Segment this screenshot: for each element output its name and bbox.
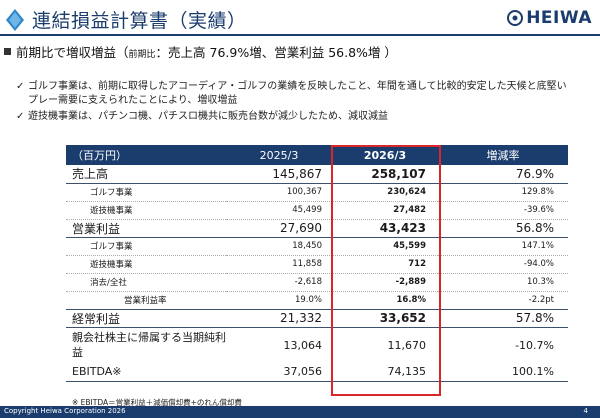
row-curr-value: -2,889 <box>332 273 438 292</box>
table-row: ゴルフ事業 100,367 230,624 129.8% <box>66 183 568 202</box>
checkmark-icon: ✓ <box>16 111 25 122</box>
page-number: 4 <box>583 407 588 415</box>
income-statement-table: （百万円） 2025/3 2026/3 増減率 売上高 145,867 258,10… <box>66 145 568 382</box>
bullet-text: 遊技機事業は、パチンコ機、パチスロ機共に販売台数が減少したため、減収減益 <box>28 111 388 122</box>
row-label: 遊技機事業 <box>66 255 226 274</box>
table-row: 遊技機事業 45,499 27,482 -39.6% <box>66 201 568 220</box>
row-label: 営業利益 <box>66 219 226 238</box>
row-change: 76.9% <box>438 165 568 184</box>
copyright: Copyright Heiwa Corporation 2026 <box>4 407 126 415</box>
row-curr-value: 712 <box>332 255 438 274</box>
table-row: 売上高 145,867 258,107 76.9% <box>66 165 568 184</box>
page-title: 連結損益計算書（実績） <box>32 10 247 32</box>
bullet-list: ✓ ゴルフ事業は、前期に取得したアコーディア・ゴルフの業績を反映したこと、年間を… <box>16 80 573 126</box>
table-row: ゴルフ事業 18,450 45,599 147.1% <box>66 237 568 256</box>
row-prev-value: 145,867 <box>226 165 332 184</box>
row-change: 56.8% <box>438 219 568 238</box>
heiwa-circle-mark-icon <box>507 10 524 26</box>
square-bullet-icon <box>4 48 11 55</box>
row-change: 129.8% <box>438 183 568 202</box>
row-prev-value: 27,690 <box>226 219 332 238</box>
row-prev-value: 37,056 <box>226 363 332 382</box>
row-curr-value: 27,482 <box>332 201 438 220</box>
row-change: -2.2pt <box>438 291 568 310</box>
bullet-text: ゴルフ事業は、前期に取得したアコーディア・ゴルフの業績を反映したこと、年間を通し… <box>28 81 567 106</box>
row-curr-value: 74,135 <box>332 363 438 382</box>
row-label: 消去/全社 <box>66 273 226 292</box>
row-prev-value: 21,332 <box>226 309 332 328</box>
row-label: EBITDA※ <box>66 363 226 382</box>
row-change: 100.1% <box>438 363 568 382</box>
row-label: 遊技機事業 <box>66 201 226 220</box>
table-row: 親会社株主に帰属する当期純利益 13,064 11,670 -10.7% <box>66 327 568 363</box>
row-prev-value: 18,450 <box>226 237 332 256</box>
header-change: 増減率 <box>438 145 568 165</box>
brand-logo: HEIWA <box>507 7 592 29</box>
row-curr-value: 11,670 <box>387 338 427 352</box>
row-label: 経常利益 <box>66 309 226 328</box>
table-row: EBITDA※ 37,056 74,135 100.1% <box>66 363 568 382</box>
row-change: -94.0% <box>438 255 568 274</box>
row-change: 10.3% <box>438 273 568 292</box>
row-label: 親会社株主に帰属する当期純利益 <box>72 331 226 360</box>
row-label: ゴルフ事業 <box>66 183 226 202</box>
header-curr-year: 2026/3 <box>332 145 438 165</box>
table-row: 営業利益率 19.0% 16.8% -2.2pt <box>66 291 568 310</box>
row-change: 57.8% <box>438 309 568 328</box>
bullet-item: ✓ 遊技機事業は、パチンコ機、パチスロ機共に販売台数が減少したため、減収減益 <box>16 110 573 124</box>
row-curr-value: 230,624 <box>332 183 438 202</box>
header-prev-year: 2025/3 <box>226 145 332 165</box>
summary-heading: 前期比で増収増益（前期比：売上高 76.9%増、営業利益 56.8%増 ） <box>4 42 397 61</box>
row-curr-value: 33,652 <box>332 309 438 328</box>
bullet-item: ✓ ゴルフ事業は、前期に取得したアコーディア・ゴルフの業績を反映したこと、年間を… <box>16 80 573 108</box>
row-change: -39.6% <box>438 201 568 220</box>
row-label: ゴルフ事業 <box>66 237 226 256</box>
summary-rest: ：売上高 76.9%増、営業利益 56.8%増 ） <box>155 45 397 60</box>
blue-diamond-logo-icon <box>6 9 24 31</box>
title-divider <box>0 34 600 36</box>
table-row: 消去/全社 -2,618 -2,889 10.3% <box>66 273 568 292</box>
row-label: 営業利益率 <box>66 291 226 310</box>
row-curr-value: 258,107 <box>332 165 438 184</box>
row-prev-value: -2,618 <box>226 273 332 292</box>
row-prev-value: 13,064 <box>283 338 323 352</box>
checkmark-icon: ✓ <box>16 81 25 92</box>
row-curr-value: 45,599 <box>332 237 438 256</box>
header-unit: （百万円） <box>66 145 226 165</box>
footer: Copyright Heiwa Corporation 2026 4 <box>0 406 600 418</box>
row-curr-value: 43,423 <box>332 219 438 238</box>
row-change: 147.1% <box>438 237 568 256</box>
summary-small: 前期比 <box>128 50 156 60</box>
table-header-row: （百万円） 2025/3 2026/3 増減率 <box>66 145 568 165</box>
row-curr-value: 16.8% <box>332 291 438 310</box>
row-prev-value: 100,367 <box>226 183 332 202</box>
row-prev-value: 11,858 <box>226 255 332 274</box>
row-prev-value: 19.0% <box>226 291 332 310</box>
brand-name: HEIWA <box>526 8 592 28</box>
row-prev-value: 45,499 <box>226 201 332 220</box>
row-change: -10.7% <box>515 338 554 352</box>
table-row: 経常利益 21,332 33,652 57.8% <box>66 309 568 328</box>
table-row: 遊技機事業 11,858 712 -94.0% <box>66 255 568 274</box>
row-label: 売上高 <box>66 165 226 184</box>
table-row: 営業利益 27,690 43,423 56.8% <box>66 219 568 238</box>
summary-prefix: 前期比で増収増益（ <box>16 45 129 60</box>
ebitda-note: ※ EBITDA＝営業利益＋減価償却費+のれん償却費 <box>72 398 242 407</box>
